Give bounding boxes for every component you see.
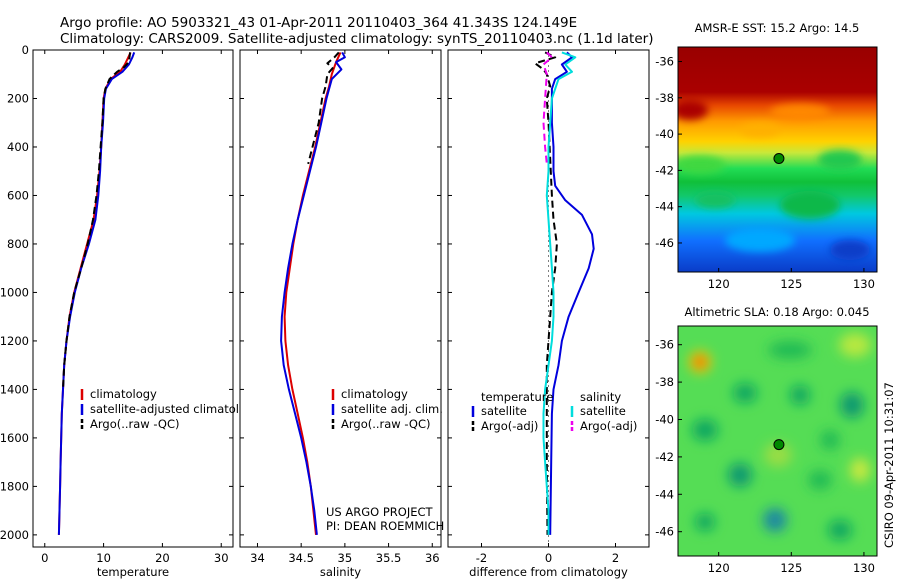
legend-entry: climatology — [90, 387, 157, 401]
map-y-tick-label: -44 — [655, 200, 674, 214]
map-y-tick-label: -40 — [655, 127, 674, 141]
sla-map-panel: Altimetric SLA: 0.18 Argo: 0.045 — [655, 305, 878, 575]
project-label: US ARGO PROJECT — [326, 505, 434, 519]
x-tick-label: -2 — [476, 551, 487, 565]
legend-entry: Argo(-adj) — [580, 419, 637, 433]
y-tick-label: 800 — [7, 237, 29, 251]
legend-entry: satellite — [580, 404, 626, 418]
legend-entry: satellite adj. clim. — [341, 402, 443, 416]
legend-entry: Argo(-adj) — [481, 419, 538, 433]
x-axis-label: temperature — [97, 565, 169, 579]
x-tick-label: 0 — [545, 551, 552, 565]
y-tick-label: 400 — [7, 140, 29, 154]
pi-label: PI: DEAN ROEMMICH — [326, 519, 444, 533]
timestamp-label: CSIRO 09-Apr-2011 10:31:07 — [882, 382, 896, 548]
y-tick-label: 0 — [22, 43, 29, 57]
temperature-profile-panel: 0 10 20 30 0 200 400 600 800 1000 1200 1400 1600 1800… — [0, 43, 260, 579]
map-x-tick-label: 130 — [853, 277, 875, 291]
legend-column-header: temperature — [481, 390, 553, 404]
series-line-temperature-satellite — [549, 51, 595, 535]
y-tick-label: 200 — [7, 91, 29, 105]
legend-entry: satellite — [481, 404, 527, 418]
y-tick-label: 600 — [7, 188, 29, 202]
x-tick-label: 0 — [41, 551, 48, 565]
figure-title-line2: Climatology: CARS2009. Satellite-adjuste… — [60, 31, 653, 47]
sst-map-title: AMSR-E SST: 15.2 Argo: 14.5 — [695, 21, 860, 35]
y-tick-label: 1800 — [0, 479, 29, 493]
sst-map-axes: 120 125 130 -36 -38 -40 -42 -44 -46 — [655, 55, 875, 291]
salinity-profile-panel: 34 34.5 35 35.5 36 salinity climatologysatelli… — [239, 49, 444, 579]
legend-entry: Argo(..raw -QC) — [90, 417, 180, 431]
map-x-tick-label: 120 — [708, 561, 730, 575]
y-tick-label: 1400 — [0, 382, 29, 396]
x-tick-label: 35 — [338, 551, 353, 565]
map-x-tick-label: 125 — [780, 561, 802, 575]
series-line-temperature-argo-adj — [534, 51, 558, 535]
x-tick-label: 10 — [96, 551, 111, 565]
map-x-tick-label: 120 — [708, 277, 730, 291]
plot-area — [239, 49, 442, 548]
plot-area — [32, 49, 234, 548]
map-y-tick-label: -42 — [655, 450, 674, 464]
legend-entry: climatology — [341, 387, 408, 401]
x-tick-label: 2 — [612, 551, 619, 565]
sla-argo-location-marker — [773, 439, 785, 451]
series-line-satellite-adj-clim — [280, 51, 346, 536]
x-axis-label: difference from climatology — [469, 565, 628, 579]
legend-entry: satellite-adjusted climatology — [90, 402, 260, 416]
x-tick-label: 36 — [425, 551, 440, 565]
sst-map-panel: AMSR-E SST: 15.2 Argo: 14.5 120 125 130 -36… — [655, 21, 878, 291]
x-tick-label: 30 — [214, 551, 229, 565]
x-tick-label: 34 — [250, 551, 265, 565]
map-x-tick-label: 125 — [780, 277, 802, 291]
map-y-tick-label: -46 — [655, 236, 674, 250]
legend-column-header: salinity — [580, 390, 621, 404]
map-y-tick-label: -46 — [655, 525, 674, 539]
map-y-tick-label: -36 — [655, 55, 674, 69]
sla-map-axes: 120 125 130 -36 -38 -40 -42 -44 -46 — [655, 338, 875, 575]
map-y-tick-label: -38 — [655, 375, 674, 389]
y-tick-label: 2000 — [0, 528, 29, 542]
y-tick-label: 1000 — [0, 285, 29, 299]
map-x-tick-label: 130 — [853, 561, 875, 575]
y-tick-label: 1600 — [0, 431, 29, 445]
series-line-argo-raw-qc — [307, 51, 340, 165]
x-tick-label: 34.5 — [288, 551, 314, 565]
figure-title-line1: Argo profile: AO 5903321_43 01-Apr-2011 … — [60, 15, 577, 31]
map-y-tick-label: -42 — [655, 163, 674, 177]
series-line-salinity-satellite — [542, 51, 577, 535]
x-axis-label: salinity — [320, 565, 361, 579]
map-y-tick-label: -36 — [655, 338, 674, 352]
x-tick-label: 20 — [155, 551, 170, 565]
series-line-argo-raw-qc — [62, 52, 132, 390]
sla-map-title: Altimetric SLA: 0.18 Argo: 0.045 — [684, 305, 869, 319]
y-tick-label: 1200 — [0, 334, 29, 348]
x-tick-label: 35.5 — [376, 551, 402, 565]
map-y-tick-label: -38 — [655, 91, 674, 105]
series-line-satellite-adjusted-climatology — [57, 52, 136, 535]
map-y-tick-label: -44 — [655, 487, 674, 501]
legend-entry: Argo(..raw -QC) — [341, 417, 431, 431]
map-y-tick-label: -40 — [655, 412, 674, 426]
sst-argo-location-marker — [773, 152, 785, 164]
